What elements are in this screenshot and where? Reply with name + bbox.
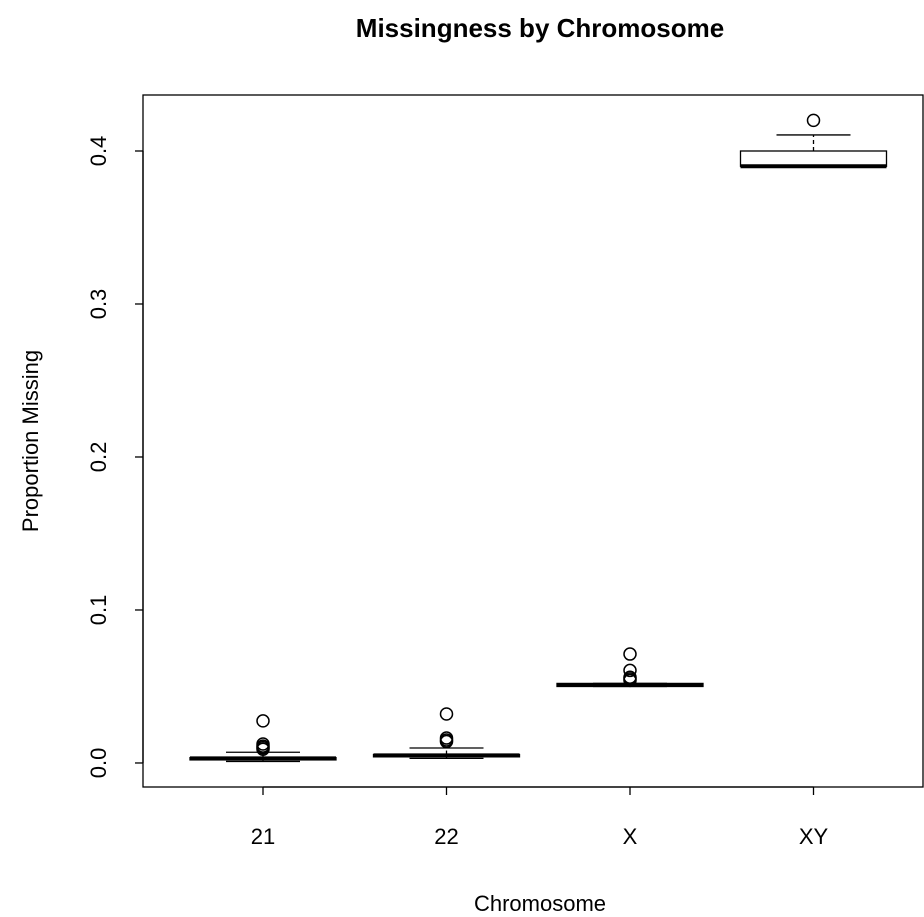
outlier: [256, 742, 270, 756]
y-axis-title: Proportion Missing: [18, 350, 43, 532]
y-tick-label: 0.2: [86, 442, 111, 473]
outlier: [623, 647, 637, 661]
x-tick-label: 21: [251, 824, 275, 849]
box-body: [739, 150, 888, 167]
outlier: [623, 673, 637, 688]
y-tick-label: 0.0: [86, 748, 111, 779]
y-tick-label: 0.1: [86, 595, 111, 626]
outlier: [623, 663, 637, 678]
outlier: [256, 714, 270, 728]
x-axis-title: Chromosome: [474, 891, 606, 916]
y-tick-label: 0.4: [86, 136, 111, 167]
outlier: [439, 707, 454, 721]
plot-frame: [142, 94, 924, 788]
chart-title: Missingness by Chromosome: [356, 13, 724, 43]
outlier: [439, 734, 454, 749]
y-tick-label: 0.3: [86, 289, 111, 320]
x-tick-label: 22: [434, 824, 458, 849]
x-tick-label: X: [623, 824, 638, 849]
x-tick-label: XY: [799, 824, 829, 849]
outlier: [806, 113, 821, 128]
